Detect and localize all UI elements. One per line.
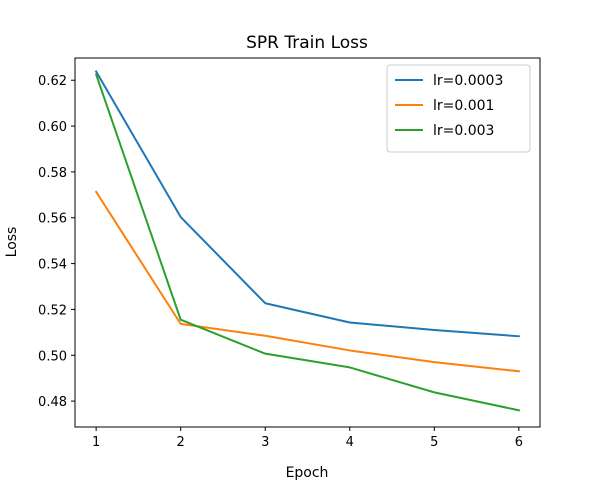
y-tick-label: 0.62 [38, 74, 67, 89]
plot-area [94, 70, 521, 412]
x-tick-label: 4 [346, 435, 354, 450]
x-axis-label: Epoch [286, 465, 329, 480]
chart-title: SPR Train Loss [246, 33, 368, 53]
y-tick-label: 0.56 [38, 212, 67, 227]
legend-label: lr=0.001 [433, 98, 494, 114]
x-tick-label: 5 [430, 435, 438, 450]
y-tick-label: 0.48 [38, 395, 67, 410]
series-line-lr=0.003 [94, 73, 521, 412]
y-tick-label: 0.52 [38, 303, 67, 318]
y-tick-label: 0.58 [38, 166, 67, 181]
y-tick-label: 0.60 [38, 120, 67, 135]
x-tick-label: 2 [177, 435, 185, 450]
plot-frame [74, 57, 541, 428]
x-axis: 1 2 3 4 5 6 [92, 427, 523, 450]
x-tick-label: 6 [515, 435, 523, 450]
x-tick-label: 3 [261, 435, 269, 450]
legend-label: lr=0.0003 [433, 73, 503, 89]
y-axis-label: Loss [4, 227, 20, 258]
y-tick-label: 0.50 [38, 349, 67, 364]
y-axis: 0.48 0.50 0.52 0.54 0.56 0.58 0.60 0.62 [38, 74, 75, 410]
legend-label: lr=0.003 [433, 123, 494, 139]
legend: lr=0.0003 lr=0.001 lr=0.003 [386, 64, 531, 153]
series-line-lr=0.0003 [94, 70, 520, 338]
series-line-lr=0.001 [94, 190, 520, 373]
x-tick-label: 1 [92, 435, 100, 450]
y-tick-label: 0.54 [38, 258, 67, 273]
